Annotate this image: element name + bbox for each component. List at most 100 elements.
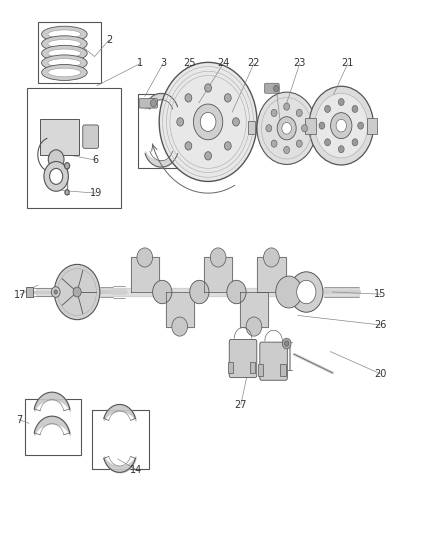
Polygon shape: [51, 159, 60, 172]
Circle shape: [51, 287, 60, 297]
Circle shape: [210, 248, 226, 267]
Circle shape: [44, 161, 68, 191]
Circle shape: [274, 85, 279, 92]
Circle shape: [227, 280, 246, 304]
Polygon shape: [131, 257, 159, 292]
Circle shape: [224, 94, 231, 102]
Circle shape: [150, 100, 156, 107]
FancyBboxPatch shape: [139, 99, 157, 108]
Text: 18: 18: [75, 273, 88, 283]
Circle shape: [352, 139, 358, 146]
Text: 19: 19: [90, 188, 102, 198]
Ellipse shape: [48, 30, 81, 38]
Circle shape: [284, 147, 290, 154]
Text: 1: 1: [138, 59, 144, 68]
Polygon shape: [240, 292, 268, 327]
Circle shape: [264, 248, 279, 267]
Bar: [27, 88, 121, 208]
Circle shape: [285, 341, 289, 346]
Bar: [227, 361, 233, 374]
Circle shape: [296, 109, 302, 117]
Polygon shape: [204, 257, 232, 292]
Bar: [305, 118, 316, 134]
Circle shape: [338, 99, 344, 106]
FancyBboxPatch shape: [260, 342, 287, 380]
Bar: [247, 121, 254, 134]
Ellipse shape: [48, 39, 81, 48]
FancyBboxPatch shape: [265, 83, 279, 93]
FancyBboxPatch shape: [229, 340, 257, 377]
Bar: [250, 361, 255, 374]
Bar: [92, 410, 149, 469]
Circle shape: [352, 106, 358, 112]
Circle shape: [283, 338, 291, 349]
Text: 27: 27: [235, 400, 247, 410]
Bar: [25, 399, 81, 455]
Circle shape: [338, 146, 344, 153]
Circle shape: [159, 62, 257, 181]
Text: 17: 17: [14, 289, 27, 300]
Text: 25: 25: [183, 59, 195, 68]
Circle shape: [205, 152, 212, 160]
FancyBboxPatch shape: [40, 119, 79, 155]
Bar: [138, 94, 186, 168]
Circle shape: [185, 94, 192, 102]
Ellipse shape: [42, 55, 87, 71]
Polygon shape: [166, 292, 194, 327]
Circle shape: [336, 119, 346, 132]
Ellipse shape: [48, 68, 81, 77]
Circle shape: [64, 163, 70, 169]
Circle shape: [266, 125, 272, 132]
Circle shape: [49, 168, 63, 184]
Circle shape: [177, 118, 184, 126]
Circle shape: [200, 112, 216, 132]
Ellipse shape: [42, 26, 87, 42]
Bar: [367, 118, 377, 134]
Circle shape: [172, 317, 187, 336]
Text: 20: 20: [374, 369, 387, 379]
Circle shape: [282, 123, 291, 134]
Bar: [258, 364, 263, 376]
Text: 2: 2: [106, 35, 112, 45]
Circle shape: [73, 287, 81, 297]
Circle shape: [152, 280, 172, 304]
Ellipse shape: [48, 49, 81, 58]
Text: 15: 15: [374, 289, 387, 299]
Circle shape: [205, 84, 212, 92]
Circle shape: [315, 93, 368, 158]
Text: 7: 7: [16, 415, 22, 425]
Circle shape: [233, 118, 240, 126]
Circle shape: [224, 142, 231, 150]
Circle shape: [271, 140, 277, 147]
Circle shape: [276, 276, 302, 308]
Circle shape: [190, 280, 209, 304]
Text: 21: 21: [342, 59, 354, 68]
Circle shape: [358, 122, 364, 129]
Bar: [38, 22, 101, 83]
Circle shape: [325, 106, 330, 112]
Text: 6: 6: [93, 155, 99, 165]
Circle shape: [54, 290, 57, 294]
Text: 22: 22: [247, 59, 260, 68]
Circle shape: [284, 103, 290, 110]
Circle shape: [194, 104, 223, 140]
FancyBboxPatch shape: [83, 125, 99, 148]
Ellipse shape: [42, 64, 87, 80]
Circle shape: [277, 117, 296, 140]
Circle shape: [297, 280, 316, 304]
FancyBboxPatch shape: [26, 287, 32, 297]
Circle shape: [309, 86, 374, 165]
Ellipse shape: [42, 45, 87, 61]
Circle shape: [137, 248, 152, 267]
Circle shape: [301, 125, 307, 132]
Circle shape: [246, 317, 262, 336]
Circle shape: [296, 140, 302, 147]
Text: 23: 23: [293, 59, 306, 68]
Bar: [280, 364, 286, 376]
Circle shape: [290, 272, 323, 312]
Circle shape: [65, 190, 69, 195]
Ellipse shape: [48, 59, 81, 67]
Circle shape: [48, 150, 64, 169]
Circle shape: [54, 264, 100, 320]
Circle shape: [325, 139, 330, 146]
